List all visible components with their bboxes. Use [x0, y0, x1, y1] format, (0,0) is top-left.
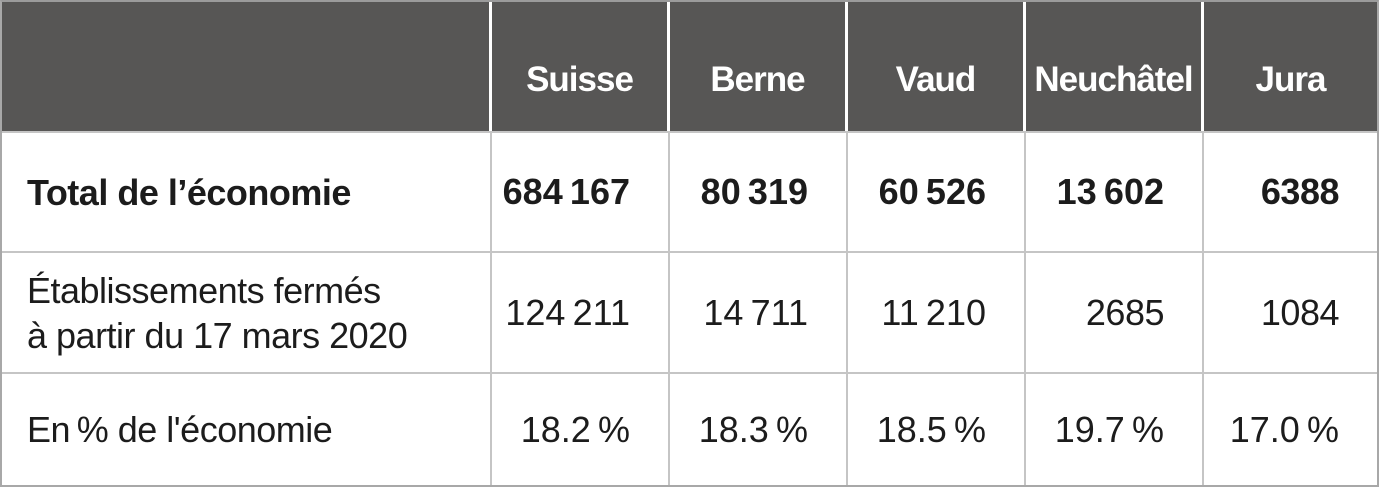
value-cell-total-berne: 80 319: [670, 133, 848, 251]
value-cell-percent-suisse: 18.2 %: [492, 374, 670, 485]
row-label-line: Établissements fermés: [27, 269, 381, 311]
header-cell-vaud: Vaud: [848, 2, 1026, 131]
value-cell-total-jura: 6388: [1260, 171, 1340, 212]
value-cell-closed-suisse: 124 211: [492, 253, 670, 372]
value-cell-closed-berne: 14 711: [670, 253, 848, 372]
header-cell-empty: [2, 2, 492, 131]
row-label-line: à partir du 17 mars 2020: [27, 314, 408, 356]
table-header-row: Suisse Berne Vaud Neuchâtel Jura: [2, 2, 1377, 133]
header-cell-neuchatel: Neuchâtel: [1026, 2, 1204, 131]
row-label-line: En % de l'économie: [27, 409, 333, 450]
table-row-percent-economy: En % de l'économie 18.2 % 18.3 % 18.5 % …: [2, 374, 1377, 485]
value-cell-percent-neuchatel: 19.7 %: [1026, 374, 1204, 485]
header-cell-berne: Berne: [670, 2, 848, 131]
row-label-closed-establishments: Établissements fermés à partir du 17 mar…: [2, 253, 492, 372]
value-cell-percent-jura: 17.0 %: [1229, 408, 1340, 450]
value-cell-total-suisse: 684 167: [492, 133, 670, 251]
row-label-percent-economy: En % de l'économie: [2, 374, 492, 485]
value-cell-percent-berne: 18.3 %: [670, 374, 848, 485]
value-cell-percent-vaud: 18.5 %: [848, 374, 1026, 485]
header-cell-jura: Jura: [1255, 59, 1327, 99]
value-cell-closed-jura: 1084: [1260, 291, 1340, 333]
table-row-total-economy: Total de l’économie 684 167 80 319 60 52…: [2, 133, 1377, 253]
value-cell-total-neuchatel: 13 602: [1026, 133, 1204, 251]
row-label-total-economy: Total de l’économie: [2, 133, 492, 251]
value-cell-closed-neuchatel: 2685: [1026, 253, 1204, 372]
row-label-line: Total de l’économie: [27, 171, 351, 213]
value-cell-closed-vaud: 11 210: [848, 253, 1026, 372]
table-row-closed-establishments: Établissements fermés à partir du 17 mar…: [2, 253, 1377, 374]
header-cell-suisse: Suisse: [492, 2, 670, 131]
value-cell-total-vaud: 60 526: [848, 133, 1026, 251]
